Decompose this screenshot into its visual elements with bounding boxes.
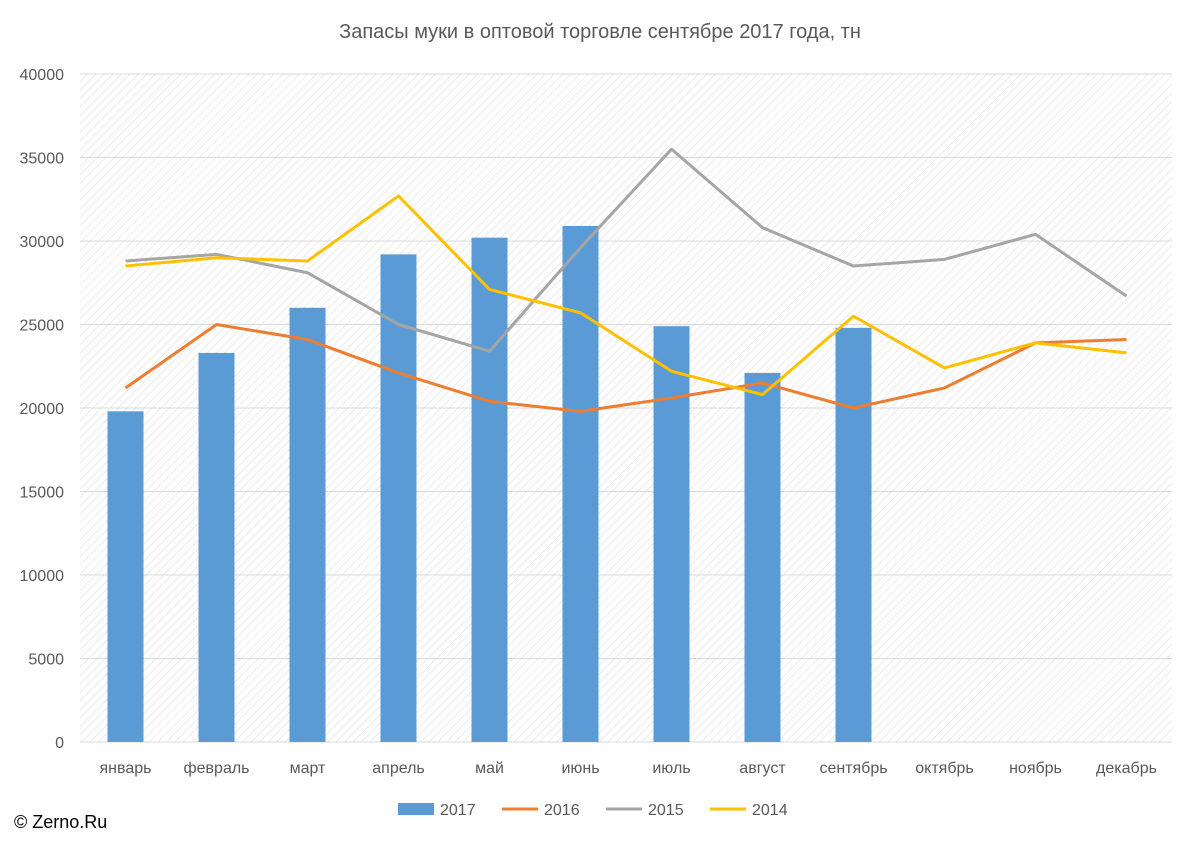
x-tick-label: январь bbox=[100, 760, 152, 777]
bar-2017 bbox=[744, 372, 781, 742]
x-tick-label: август bbox=[739, 760, 786, 777]
legend-label-2016: 2016 bbox=[544, 802, 580, 819]
legend-swatch-2017 bbox=[398, 803, 434, 815]
x-tick-label: сентябрь bbox=[819, 760, 887, 777]
y-tick-label: 5000 bbox=[28, 652, 64, 669]
legend-label-2014: 2014 bbox=[752, 802, 788, 819]
legend-label-2017: 2017 bbox=[440, 802, 476, 819]
bar-2017 bbox=[835, 327, 872, 742]
y-tick-label: 15000 bbox=[20, 485, 65, 502]
chart-title: Запасы муки в оптовой торговле сентябре … bbox=[339, 21, 861, 43]
bar-series bbox=[107, 225, 872, 743]
x-tick-label: февраль bbox=[183, 760, 249, 777]
bar-2017 bbox=[289, 307, 326, 742]
y-tick-label: 10000 bbox=[20, 568, 65, 585]
bar-2017 bbox=[198, 352, 235, 742]
x-tick-label: октябрь bbox=[915, 760, 973, 777]
x-tick-label: апрель bbox=[372, 760, 425, 777]
line-series-2014 bbox=[125, 194, 1127, 397]
y-axis: 0 5000 10000 15000 20000 25000 30000 35000 40000 bbox=[20, 67, 65, 752]
y-tick-label: 25000 bbox=[20, 318, 65, 335]
bar-2017 bbox=[471, 237, 508, 742]
x-axis: январь февраль март апрель май июнь июль август… bbox=[100, 760, 1157, 777]
copyright-text: © Zerno.Ru bbox=[14, 812, 108, 832]
bar-2017 bbox=[380, 254, 417, 743]
x-tick-label: июль bbox=[652, 760, 690, 777]
y-tick-label: 0 bbox=[55, 735, 64, 752]
gridlines bbox=[80, 73, 1172, 743]
legend-label-2015: 2015 bbox=[648, 802, 684, 819]
x-tick-label: июнь bbox=[561, 760, 599, 777]
bar-2017 bbox=[562, 225, 599, 743]
bar-2017 bbox=[107, 411, 144, 742]
legend: 2017 2016 2015 2014 bbox=[398, 802, 788, 819]
bar-2017 bbox=[653, 326, 690, 742]
y-tick-label: 35000 bbox=[20, 151, 65, 168]
line-series-2016 bbox=[124, 323, 1127, 413]
x-tick-label: май bbox=[475, 760, 504, 777]
x-tick-label: март bbox=[290, 760, 326, 777]
y-tick-label: 20000 bbox=[20, 401, 65, 418]
line-series bbox=[124, 147, 1128, 413]
x-tick-label: ноябрь bbox=[1009, 760, 1062, 777]
y-tick-label: 30000 bbox=[20, 234, 65, 251]
y-tick-label: 40000 bbox=[20, 67, 65, 84]
x-tick-label: декабрь bbox=[1096, 760, 1157, 777]
line-series-2015 bbox=[125, 147, 1128, 353]
